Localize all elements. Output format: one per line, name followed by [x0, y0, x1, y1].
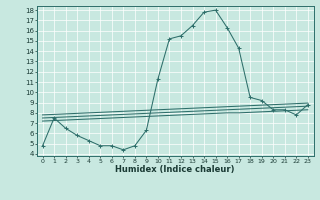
X-axis label: Humidex (Indice chaleur): Humidex (Indice chaleur) [116, 165, 235, 174]
